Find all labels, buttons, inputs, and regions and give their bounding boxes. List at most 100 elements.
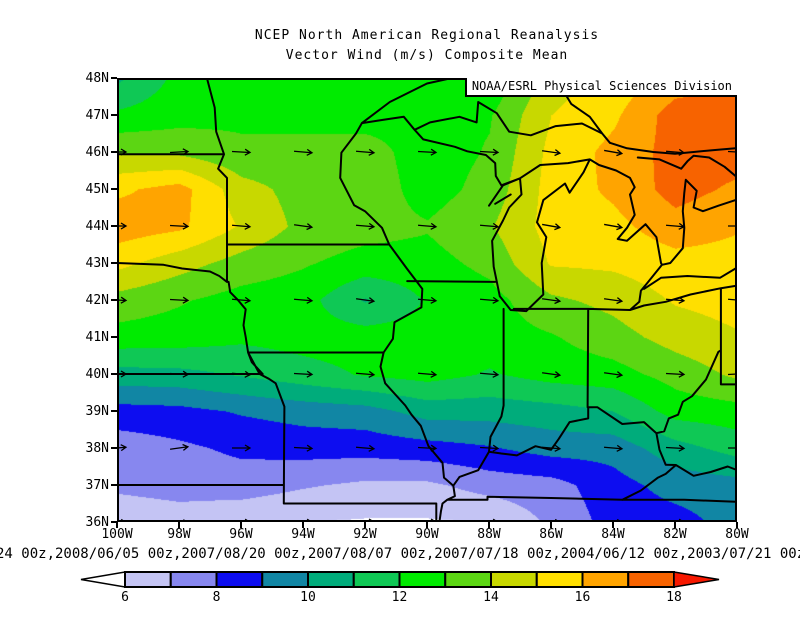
- composite-dates-line: 24 00z,2008/06/05 00z,2007/08/20 00z,200…: [0, 546, 800, 562]
- wind-arrow: [169, 370, 190, 378]
- y-axis-label: 37N: [85, 478, 109, 493]
- x-axis-label: 96W: [229, 527, 253, 542]
- x-axis-label: 98W: [167, 527, 191, 542]
- y-axis-label: 38N: [85, 441, 109, 456]
- wind-arrow: [169, 443, 190, 451]
- colorbar-tick-label: 12: [391, 590, 408, 605]
- y-axis-tick: [111, 188, 117, 190]
- y-axis-tick: [111, 299, 117, 301]
- x-axis-tick: [302, 522, 304, 528]
- x-axis-label: 100W: [101, 527, 133, 542]
- wind-arrow: [541, 444, 562, 452]
- x-axis-tick: [736, 522, 738, 528]
- wind-arrow: [541, 149, 562, 157]
- wind-arrow: [293, 296, 314, 304]
- y-axis-tick: [111, 151, 117, 153]
- wind-arrow: [541, 371, 562, 379]
- colorbar-segment: [261, 571, 309, 588]
- y-axis-tick: [111, 225, 117, 227]
- x-axis-tick: [116, 522, 118, 528]
- wind-arrow: [479, 370, 500, 378]
- y-axis-label: 40N: [85, 367, 109, 382]
- x-axis-tick: [550, 522, 552, 528]
- x-axis-label: 90W: [415, 527, 439, 542]
- wind-arrow: [293, 444, 314, 452]
- wind-arrow: [479, 222, 500, 230]
- wind-arrow: [231, 222, 252, 230]
- y-axis-tick: [111, 373, 117, 375]
- x-axis-tick: [674, 522, 676, 528]
- y-axis-tick: [111, 447, 117, 449]
- wind-arrow: [665, 148, 686, 156]
- wind-arrow: [417, 444, 438, 452]
- wind-arrow: [665, 444, 686, 452]
- wind-arrow: [417, 222, 438, 230]
- colorbar-segment: [352, 571, 401, 588]
- wind-arrow: [541, 297, 562, 305]
- x-axis-label: 88W: [477, 527, 501, 542]
- wind-arrow: [293, 223, 314, 231]
- y-axis-tick: [111, 336, 117, 338]
- y-axis-label: 46N: [85, 145, 109, 160]
- colorbar-segment: [215, 571, 264, 588]
- x-axis-label: 86W: [539, 527, 563, 542]
- x-axis-label: 80W: [725, 527, 749, 542]
- x-axis-label: 82W: [663, 527, 687, 542]
- y-axis-label: 45N: [85, 182, 109, 197]
- x-axis-tick: [240, 522, 242, 528]
- wind-arrow: [117, 370, 128, 378]
- wind-arrow: [117, 148, 128, 156]
- x-axis-tick: [426, 522, 428, 528]
- wind-arrow: [604, 223, 624, 231]
- wind-arrow: [355, 444, 376, 452]
- colorbar-segment: [490, 571, 538, 588]
- wind-arrow: [169, 222, 190, 230]
- wind-arrow: [355, 370, 376, 378]
- colorbar-segment: [169, 571, 218, 588]
- wind-arrow: [603, 444, 624, 452]
- wind-arrow: [727, 296, 737, 304]
- x-axis-tick: [364, 522, 366, 528]
- wind-arrow: [169, 148, 190, 156]
- y-axis-tick: [111, 410, 117, 412]
- wind-arrow: [417, 296, 438, 304]
- wind-arrow: [231, 148, 252, 156]
- x-axis-label: 84W: [601, 527, 625, 542]
- wind-arrow: [293, 148, 314, 156]
- x-axis-label: 92W: [353, 527, 377, 542]
- wind-arrow: [665, 222, 686, 230]
- map-plot-area: NOAA/ESRL Physical Sciences Division: [117, 78, 737, 522]
- colorbar-over-arrow: [673, 571, 720, 588]
- wind-arrow: [293, 370, 314, 378]
- wind-arrow: [169, 296, 190, 304]
- colorbar-tick-label: 16: [574, 590, 591, 605]
- y-axis-label: 47N: [85, 108, 109, 123]
- colorbar-segment: [627, 571, 675, 588]
- wind-arrow: [479, 444, 500, 452]
- wind-arrow: [479, 296, 500, 304]
- y-axis-tick: [111, 262, 117, 264]
- wind-arrow: [479, 148, 500, 156]
- wind-arrow: [665, 370, 686, 378]
- y-axis-label: 36N: [85, 515, 109, 530]
- colorbar-segment: [581, 571, 630, 588]
- colorbar-segment: [307, 571, 355, 588]
- colorbar-tick-label: 8: [212, 590, 221, 605]
- colorbar-segment: [124, 571, 172, 588]
- y-axis-label: 39N: [85, 404, 109, 419]
- y-axis-label: 44N: [85, 219, 109, 234]
- colorbar-segment: [444, 571, 492, 588]
- wind-vector-arrows: [117, 148, 737, 522]
- colorbar-tick-label: 6: [121, 590, 129, 605]
- colorbar-tick-label: 14: [483, 590, 499, 605]
- wind-arrow: [728, 447, 737, 449]
- plot-subtitle: Vector Wind (m/s) Composite Mean: [285, 48, 569, 63]
- wind-arrow: [117, 518, 128, 522]
- y-axis-label: 48N: [85, 71, 109, 86]
- credit-box: NOAA/ESRL Physical Sciences Division: [464, 78, 737, 97]
- colorbar-under-arrow: [80, 571, 126, 588]
- wind-arrow: [355, 297, 376, 305]
- wind-arrow: [232, 444, 252, 452]
- wind-arrow: [603, 371, 624, 379]
- wind-arrow: [231, 296, 252, 304]
